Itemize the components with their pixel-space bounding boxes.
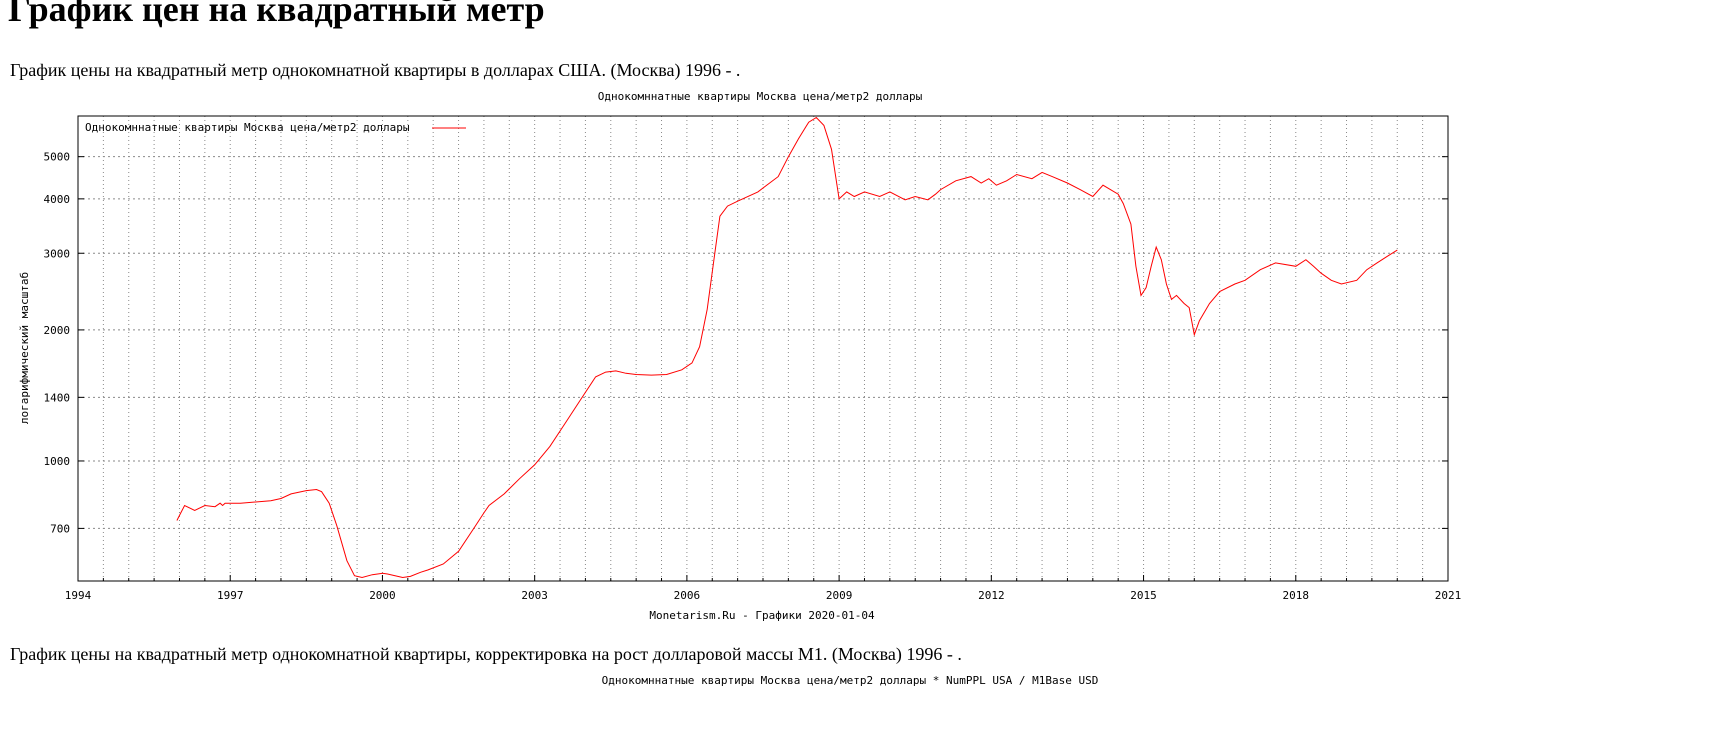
legend-label: Однокомннатные квартиры Москва цена/метр…	[85, 121, 410, 134]
page-title: График цен на квадратный метр	[8, 0, 545, 29]
y-tick-label: 700	[50, 522, 70, 535]
x-tick-label: 2012	[978, 589, 1005, 602]
grid-lines	[78, 116, 1448, 581]
x-axis-label: Monetarism.Ru - Графики 2020-01-04	[649, 609, 875, 622]
x-tick-label: 2018	[1283, 589, 1310, 602]
x-tick-label: 2003	[521, 589, 548, 602]
y-tick-label: 3000	[44, 247, 71, 260]
x-tick-label: 1997	[217, 589, 244, 602]
chart-2-caption: График цены на квадратный метр однокомна…	[10, 644, 962, 664]
chart-2-title: Однокомннатные квартиры Москва цена/метр…	[601, 674, 1099, 687]
y-tick-label: 5000	[44, 151, 71, 164]
y-tick-label: 1000	[44, 455, 71, 468]
legend: Однокомннатные квартиры Москва цена/метр…	[85, 121, 466, 134]
plot-frame	[77, 115, 1449, 582]
y-axis-label: логарифмический масштаб	[18, 272, 31, 424]
y-tick-label: 1400	[44, 391, 71, 404]
x-tick-label: 2021	[1435, 589, 1462, 602]
y-tick-label: 2000	[44, 324, 71, 337]
y-tick-label: 4000	[44, 193, 71, 206]
x-tick-label: 2015	[1130, 589, 1157, 602]
x-tick-label: 2000	[369, 589, 396, 602]
price-chart: Однокомннатные квартиры Москва цена/метр…	[18, 90, 1462, 622]
chart-title: Однокомннатные квартиры Москва цена/метр…	[598, 90, 923, 103]
x-tick-labels: 1994 1997 2000 2003 2006 2009 2012 2015 2018 2021	[65, 589, 1462, 602]
x-tick-label: 2006	[674, 589, 701, 602]
y-tick-labels: 700 1000 1400 2000 3000 4000 5000	[44, 151, 71, 536]
chart-1-caption: График цены на квадратный метр однокомна…	[10, 60, 741, 80]
x-tick-label: 2009	[826, 589, 853, 602]
price-series-line	[176, 116, 1398, 579]
x-tick-label: 1994	[65, 589, 92, 602]
